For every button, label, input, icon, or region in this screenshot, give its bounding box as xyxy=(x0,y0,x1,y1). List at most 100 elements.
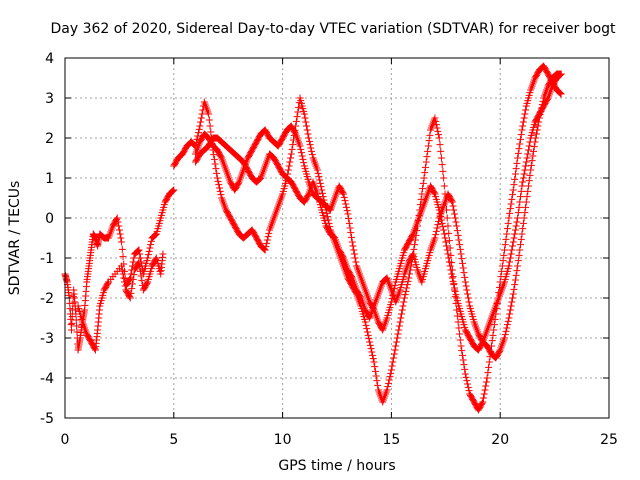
data-point-marker xyxy=(448,270,456,278)
data-point-marker xyxy=(396,318,404,326)
data-point-marker xyxy=(481,386,489,394)
data-point-marker xyxy=(465,387,473,395)
data-point-marker xyxy=(453,222,461,230)
data-point-marker xyxy=(453,306,461,314)
data-point-marker xyxy=(144,254,152,262)
data-point-marker xyxy=(508,246,516,254)
data-point-marker xyxy=(452,291,460,299)
data-point-marker xyxy=(118,245,126,253)
data-point-marker xyxy=(145,247,153,255)
data-point-marker xyxy=(384,379,392,387)
data-point-marker xyxy=(197,114,205,122)
data-point-marker xyxy=(68,319,76,327)
data-point-marker xyxy=(516,140,524,148)
data-point-marker xyxy=(305,137,313,145)
data-point-marker xyxy=(501,331,509,339)
data-point-marker xyxy=(394,330,402,338)
data-point-marker xyxy=(405,274,413,282)
data-point-marker xyxy=(205,110,213,118)
data-point-marker xyxy=(147,237,155,245)
data-point-marker xyxy=(464,294,472,302)
data-point-marker xyxy=(308,147,316,155)
data-point-marker xyxy=(386,373,394,381)
data-point-marker xyxy=(520,214,528,222)
data-point-marker xyxy=(343,207,351,215)
data-point-marker xyxy=(369,351,377,359)
data-point-marker xyxy=(285,162,293,170)
data-point-marker xyxy=(508,195,516,203)
data-point-marker xyxy=(389,358,397,366)
data-point-marker xyxy=(536,111,544,119)
data-point-marker xyxy=(265,229,273,237)
data-point-marker xyxy=(442,238,450,246)
data-point-marker xyxy=(370,358,378,366)
data-point-marker xyxy=(411,236,419,244)
data-point-marker xyxy=(451,210,459,218)
data-point-marker xyxy=(347,229,355,237)
data-point-marker xyxy=(289,141,297,149)
data-point-marker xyxy=(458,347,466,355)
data-point-marker xyxy=(485,363,493,371)
data-point-marker xyxy=(511,226,519,234)
data-point-marker xyxy=(464,380,472,388)
data-point-marker xyxy=(437,147,445,155)
data-point-marker xyxy=(159,250,167,258)
data-point-marker xyxy=(117,234,125,242)
data-point-marker xyxy=(369,355,377,363)
data-point-marker xyxy=(307,144,315,152)
data-point-marker xyxy=(136,250,144,258)
data-point-marker xyxy=(509,242,517,250)
data-point-marker xyxy=(104,279,112,287)
data-point-marker xyxy=(464,290,472,298)
data-point-marker xyxy=(210,151,218,159)
data-point-marker xyxy=(465,298,473,306)
data-point-marker xyxy=(511,281,519,289)
data-point-marker xyxy=(525,142,533,150)
data-point-marker xyxy=(461,273,469,281)
data-point-marker xyxy=(387,366,395,374)
data-point-marker xyxy=(505,314,513,322)
data-point-marker xyxy=(417,195,425,203)
data-point-marker xyxy=(196,122,204,130)
data-point-marker xyxy=(509,290,517,298)
data-point-marker xyxy=(520,114,528,122)
data-point-marker xyxy=(263,239,271,247)
data-point-marker xyxy=(350,246,358,254)
data-point-marker xyxy=(532,130,540,138)
data-point-marker xyxy=(420,174,428,182)
data-point-marker xyxy=(524,146,532,154)
data-point-marker xyxy=(264,233,272,241)
data-point-marker xyxy=(342,200,350,208)
data-point-marker xyxy=(215,184,223,192)
data-point-marker xyxy=(435,217,443,225)
data-point-marker xyxy=(523,154,531,162)
data-point-marker xyxy=(514,149,522,157)
data-point-marker xyxy=(128,280,136,288)
data-point-marker xyxy=(517,187,525,195)
data-point-marker xyxy=(522,203,530,211)
data-point-marker xyxy=(349,242,357,250)
data-point-marker xyxy=(118,262,126,270)
data-point-marker xyxy=(435,134,443,142)
data-point-marker xyxy=(345,219,353,227)
data-point-marker xyxy=(114,218,122,226)
data-point-marker xyxy=(510,181,518,189)
data-point-marker xyxy=(293,113,301,121)
data-point-marker xyxy=(323,209,331,217)
data-point-marker xyxy=(503,324,511,332)
data-point-marker xyxy=(506,258,514,266)
data-point-marker xyxy=(392,342,400,350)
chart-title: Day 362 of 2020, Sidereal Day-to-day VTE… xyxy=(50,21,616,37)
data-point-marker xyxy=(345,215,353,223)
data-point-marker xyxy=(434,127,442,135)
data-point-marker xyxy=(485,358,493,366)
data-point-marker xyxy=(383,386,391,394)
data-point-marker xyxy=(351,254,359,262)
data-point-marker xyxy=(462,282,470,290)
data-point-marker xyxy=(137,272,145,280)
data-point-marker xyxy=(456,241,464,249)
series-trace-early-2 xyxy=(74,250,167,354)
data-point-marker xyxy=(292,117,300,125)
data-point-marker xyxy=(503,225,511,233)
data-point-marker xyxy=(341,197,349,205)
